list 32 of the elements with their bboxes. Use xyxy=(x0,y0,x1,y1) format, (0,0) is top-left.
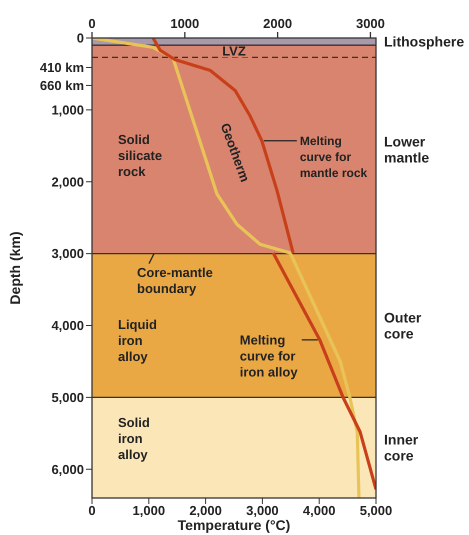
y-tick-label: 410 km xyxy=(40,60,84,76)
x2-tick-label: 2000 xyxy=(263,16,292,31)
band-label: Outer core xyxy=(384,309,422,342)
series-label: Melting curve for iron alloy xyxy=(240,332,298,380)
x-tick-label: 3,000 xyxy=(246,503,279,518)
x2-tick-label: 3000 xyxy=(356,16,385,31)
annotation: Liquid iron alloy xyxy=(118,316,158,364)
x-tick-label: 0 xyxy=(88,503,96,518)
x-tick-label: 1,000 xyxy=(132,503,166,518)
y-tick-label: 4,000 xyxy=(51,318,84,334)
x-axis-title: Temperature (°C) xyxy=(178,517,290,533)
band-label: Lithosphere xyxy=(384,33,464,50)
y-tick-label: 5,000 xyxy=(51,390,84,405)
ref-line-label: Core-mantle boundary xyxy=(137,265,213,296)
annotation: Solid silicate rock xyxy=(118,132,162,179)
y-tick-label: 1,000 xyxy=(51,102,84,118)
annotation: Solid iron alloy xyxy=(118,414,150,462)
y-axis-title: Depth (km) xyxy=(7,231,23,305)
y-tick-label: 0 xyxy=(76,30,84,46)
y-tick-label: 3,000 xyxy=(51,246,84,262)
band-label: Lower mantle xyxy=(384,133,430,166)
y-tick-label: 6,000 xyxy=(51,462,84,477)
x-tick-label: 5,000 xyxy=(360,503,392,518)
band-label: Inner core xyxy=(384,432,419,464)
x2-tick-label: 1000 xyxy=(170,16,200,31)
x2-tick-label: 0 xyxy=(88,16,96,31)
x-tick-label: 2,000 xyxy=(189,503,222,518)
y-tick-label: 2,000 xyxy=(51,174,84,190)
ref-line-label: LVZ xyxy=(222,43,246,58)
x-tick-label: 4,000 xyxy=(302,503,336,518)
y-tick-label: 660 km xyxy=(40,78,84,94)
text: Melting curve for mantle rock xyxy=(300,134,368,180)
